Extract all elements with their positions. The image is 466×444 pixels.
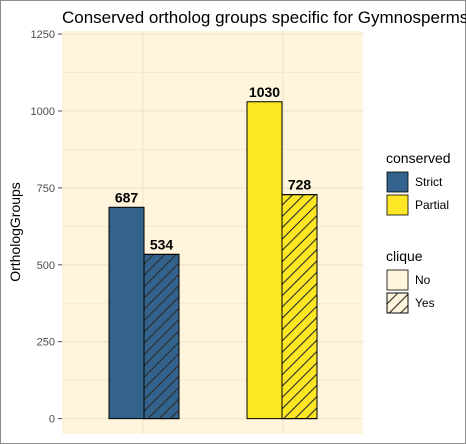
y-tick-label: 0	[49, 414, 55, 426]
legend: conserved Strict Partial clique No Yes	[386, 150, 451, 314]
bar-value-label: 687	[115, 189, 139, 205]
y-axis: 0 250 500 750 1000 1250	[31, 29, 62, 426]
legend-label: No	[415, 273, 431, 287]
legend-key-hatch	[386, 292, 409, 314]
bars-group	[108, 101, 318, 420]
y-tick-label: 500	[37, 260, 55, 272]
legend-key-no	[386, 269, 409, 291]
legend-label: Yes	[415, 296, 435, 310]
y-tick-label: 1250	[31, 29, 55, 41]
legend-title: conserved	[386, 150, 451, 166]
bar-value-label: 728	[288, 177, 312, 193]
plot-panel	[62, 31, 363, 434]
bar-strict-no	[108, 206, 145, 420]
legend-key-partial	[386, 194, 409, 216]
chart-title: Conserved ortholog groups specific for G…	[62, 8, 466, 27]
legend-title: clique	[386, 248, 423, 264]
y-tick-label: 250	[37, 337, 55, 349]
y-axis-title: OrthologGroups	[7, 182, 23, 282]
bar-value-labels: 687 534 1030 728	[115, 84, 312, 253]
legend-label: Partial	[415, 198, 449, 212]
bar-value-label: 1030	[249, 84, 280, 100]
bar-hatch-overlay	[143, 253, 180, 420]
y-tick-label: 750	[37, 183, 55, 195]
bar-partial-no	[246, 101, 283, 420]
y-tick-label: 1000	[31, 106, 55, 118]
legend-label: Strict	[415, 175, 443, 189]
legend-key-strict	[386, 171, 409, 193]
bar-hatch-overlay	[281, 194, 318, 420]
bar-value-label: 534	[150, 236, 174, 252]
